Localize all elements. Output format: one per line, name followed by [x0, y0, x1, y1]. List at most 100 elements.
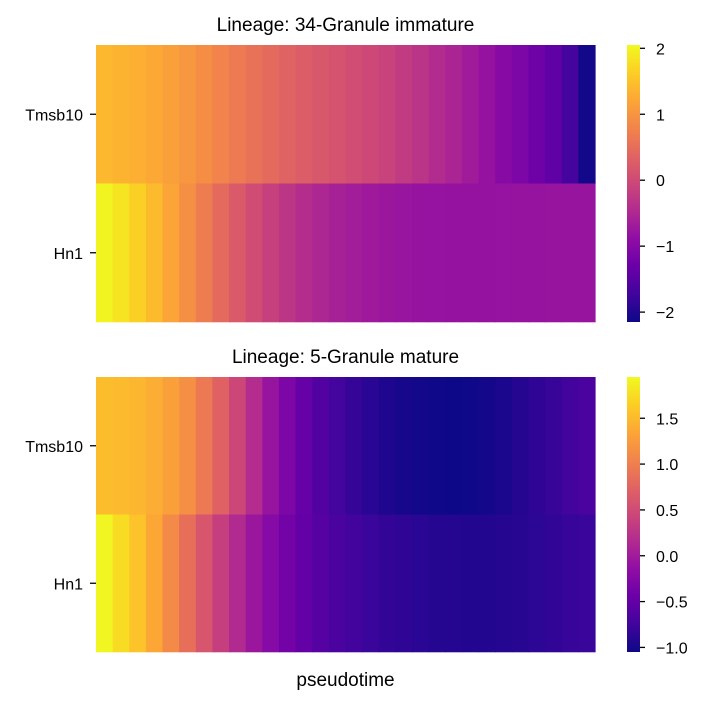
- heatmap-cell: [378, 377, 396, 515]
- heatmap-cell: [578, 377, 596, 515]
- heatmap-cell: [428, 45, 446, 184]
- heatmap-cell: [362, 514, 380, 653]
- heatmap-cell: [162, 45, 180, 184]
- heatmap-cell: [262, 45, 280, 184]
- heatmap-cell: [179, 183, 197, 323]
- heatmap-cell: [245, 377, 263, 515]
- heatmap-cell: [461, 377, 480, 515]
- heatmap-cell: [96, 45, 114, 184]
- heatmap-cell: [528, 183, 546, 323]
- heatmap-cell: [145, 377, 164, 515]
- heatmap-cell: [395, 377, 413, 515]
- heatmap-cell: [96, 514, 114, 653]
- heatmap-cell: [295, 183, 313, 323]
- heatmap-cell: [195, 45, 214, 184]
- heatmap-cell: [445, 377, 463, 515]
- heatmap-cell: [229, 183, 247, 323]
- heatmap-cell: [545, 45, 563, 184]
- heatmap-cell: [195, 514, 214, 653]
- heatmap-panel-2: Lineage: 5-Granule mature Tmsb10 Hn1 1.5 1.0…: [25, 347, 687, 691]
- row-label-hn1: Hn1: [54, 576, 83, 593]
- heatmap-cell: [312, 45, 330, 184]
- heatmap-cell: [278, 377, 297, 515]
- heatmap-cell: [561, 377, 579, 515]
- colorbar-tick-label: 0.5: [656, 503, 678, 520]
- heatmap-cell: [362, 183, 380, 323]
- heatmap-cell: [395, 45, 413, 184]
- colorbar-tick-label: 1.0: [656, 457, 678, 474]
- heatmap-cell: [561, 45, 579, 184]
- heatmap-cell: [112, 514, 130, 653]
- heatmap-cell: [561, 183, 579, 323]
- colorbar-tick-label: 0.0: [656, 549, 678, 566]
- heatmap-cell: [145, 514, 164, 653]
- heatmap-cell: [578, 45, 596, 184]
- colorbar-tick-label: −1: [656, 239, 674, 256]
- heatmap-cell: [96, 183, 114, 323]
- heatmap-cell: [378, 183, 396, 323]
- heatmap-cell: [195, 377, 214, 515]
- heatmap-cell: [412, 377, 430, 515]
- heatmap-cell: [129, 45, 147, 184]
- heatmap-cell: [112, 45, 130, 184]
- heatmap-cell: [578, 514, 596, 653]
- heatmap-cell: [561, 514, 579, 653]
- heatmap-cell: [295, 45, 313, 184]
- heatmap-cell: [295, 514, 313, 653]
- heatmap-cell: [162, 514, 180, 653]
- colorbar-tick-label: −1.0: [656, 640, 688, 657]
- heatmap-cell: [179, 514, 197, 653]
- heatmap-cell: [495, 45, 513, 184]
- heatmap-cell: [129, 183, 147, 323]
- heatmap-cell: [195, 183, 214, 323]
- heatmap-cell: [278, 514, 297, 653]
- heatmap-cell: [129, 514, 147, 653]
- heatmap-cell: [461, 183, 480, 323]
- heatmap-cell: [528, 514, 546, 653]
- heatmap-cell: [412, 183, 430, 323]
- heatmap-cell: [262, 377, 280, 515]
- heatmap-cell: [445, 514, 463, 653]
- heatmap-cell: [478, 183, 496, 323]
- heatmap-cell: [345, 183, 363, 323]
- heatmap-cell: [179, 377, 197, 515]
- row-label-hn1: Hn1: [54, 246, 83, 263]
- heatmap-cell: [245, 514, 263, 653]
- heatmap-cell: [428, 514, 446, 653]
- heatmap-cell: [96, 377, 114, 515]
- x-axis-label: pseudotime: [296, 670, 394, 691]
- colorbar-tick-label: −2: [656, 305, 674, 322]
- heatmap-cell: [345, 45, 363, 184]
- heatmap-cell: [179, 45, 197, 184]
- colorbar: [627, 377, 640, 652]
- heatmap-cell: [395, 514, 413, 653]
- heatmap-cell: [362, 45, 380, 184]
- heatmap-cell: [412, 45, 430, 184]
- chart-title: Lineage: 34-Granule immature: [217, 15, 475, 36]
- heatmap-cell: [545, 514, 563, 653]
- heatmap-cell: [112, 183, 130, 323]
- heatmap-cell: [212, 514, 230, 653]
- heatmap-cell: [362, 377, 380, 515]
- heatmap-cell: [229, 514, 247, 653]
- heatmap-cell: [328, 45, 347, 184]
- heatmap-cell: [378, 45, 396, 184]
- heatmap-cell: [445, 183, 463, 323]
- heatmap-cell: [461, 45, 480, 184]
- heatmap-cell: [412, 514, 430, 653]
- heatmap-cell: [428, 377, 446, 515]
- heatmap-cell: [278, 183, 297, 323]
- heatmap-cell: [445, 45, 463, 184]
- heatmap-cell: [428, 183, 446, 323]
- heatmap-cell: [345, 377, 363, 515]
- heatmap-cell: [328, 514, 347, 653]
- heatmap-cell: [229, 45, 247, 184]
- colorbar-tick-label: −0.5: [656, 595, 688, 612]
- colorbar: [627, 45, 640, 322]
- heatmap-cell: [212, 45, 230, 184]
- heatmap-cell: [145, 45, 164, 184]
- heatmap-cell: [511, 45, 530, 184]
- heatmap-cell: [262, 514, 280, 653]
- heatmap-cell: [395, 183, 413, 323]
